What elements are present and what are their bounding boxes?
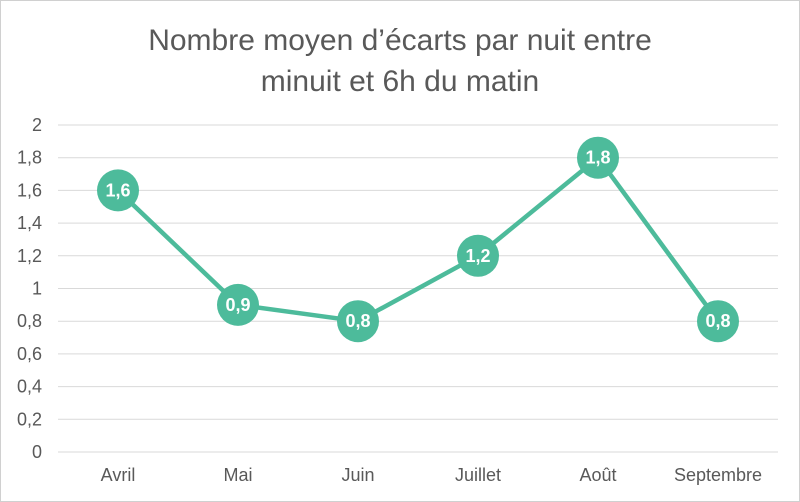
y-tick-label-7: 1,4	[17, 213, 42, 233]
y-tick-label-4: 0,8	[17, 311, 42, 331]
x-category-label-1: Mai	[223, 465, 252, 485]
y-tick-label-3: 0,6	[17, 344, 42, 364]
data-label-5: 0,8	[705, 311, 730, 331]
data-point-1	[217, 283, 259, 326]
y-tick-label-5: 1	[32, 279, 42, 299]
x-category-label-0: Avril	[101, 465, 136, 485]
data-point-5	[697, 300, 739, 343]
chart-title-line-2: minuit et 6h du matin	[260, 65, 540, 98]
x-category-label-3: Juillet	[455, 465, 501, 485]
data-label-3: 1,2	[465, 246, 490, 266]
data-label-0: 1,6	[105, 180, 130, 200]
data-point-3	[457, 234, 499, 277]
x-category-label-5: Septembre	[674, 465, 762, 485]
y-tick-label-8: 1,6	[17, 180, 42, 200]
data-label-4: 1,8	[585, 148, 610, 168]
series-line	[116, 155, 720, 324]
y-tick-label-0: 0	[32, 442, 42, 462]
data-label-2: 0,8	[345, 311, 370, 331]
x-category-label-2: Juin	[341, 465, 374, 485]
x-category-label-4: Août	[579, 465, 616, 485]
data-label-1: 0,9	[225, 295, 250, 315]
data-point-4	[577, 136, 619, 179]
y-tick-label-6: 1,2	[17, 246, 42, 266]
chart-title-line-1: Nombre moyen d’écarts par nuit entre	[148, 24, 652, 57]
chart-title: Nombre moyen d’écarts par nuit entre min…	[0, 20, 800, 102]
y-tick-label-1: 0,2	[17, 409, 42, 429]
y-tick-label-10: 2	[32, 115, 42, 135]
y-tick-label-9: 1,8	[17, 148, 42, 168]
data-point-0	[97, 169, 139, 212]
data-point-2	[337, 300, 379, 343]
y-tick-label-2: 0,4	[17, 377, 42, 397]
